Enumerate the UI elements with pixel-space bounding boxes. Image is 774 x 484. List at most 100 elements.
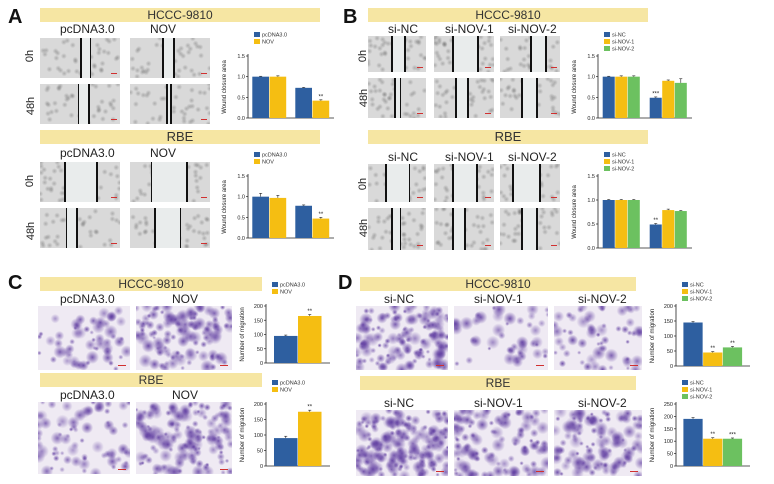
row-label-a-top-48h: 48h xyxy=(25,96,38,116)
bar xyxy=(674,211,687,248)
row-label-a-top-0h: 0h xyxy=(24,49,37,63)
wound-gap xyxy=(391,208,400,250)
col-label-d-top-2: si-NOV-1 xyxy=(474,292,523,306)
bar xyxy=(295,205,312,238)
bar xyxy=(274,438,298,466)
panel-letter-c: C xyxy=(8,272,23,294)
micrograph-a-top-nov-0h xyxy=(130,38,210,78)
micrograph-a-top-nov-48h xyxy=(130,84,210,124)
legend-swatch xyxy=(604,152,610,157)
wound-gap xyxy=(521,78,536,118)
micrograph-b-bottom-nov1-0h xyxy=(434,164,494,202)
wound-edge-line xyxy=(467,78,469,118)
wound-edge-line xyxy=(545,36,547,72)
scale-bar xyxy=(436,365,444,366)
y-tick-label: 150 xyxy=(254,418,263,424)
banner-d-top: HCCC-9810 xyxy=(360,277,636,291)
y-tick-label: 1.5 xyxy=(587,54,595,60)
col-label-a-bottom-2: NOV xyxy=(150,146,177,160)
y-tick-label: 1.5 xyxy=(237,174,245,180)
col-label-a-bottom-1: pcDNA3.0 xyxy=(60,146,115,160)
bar xyxy=(703,438,723,466)
scale-bar xyxy=(111,119,117,120)
bar xyxy=(602,76,615,118)
legend-label: pcDNA3.0 xyxy=(280,283,305,289)
row-label-a-bottom-0h: 0h xyxy=(24,174,37,188)
col-label-d-bottom-3: si-NOV-2 xyxy=(578,396,627,410)
micrograph-b-bottom-nc-0h xyxy=(368,164,426,202)
wound-edge-line xyxy=(173,38,175,78)
wound-edge-line xyxy=(96,162,98,202)
wound-edge-line xyxy=(530,36,532,72)
y-tick-label: 0 xyxy=(260,361,263,367)
legend-swatch xyxy=(254,152,260,157)
scale-bar xyxy=(201,119,207,120)
bar xyxy=(269,197,287,238)
col-label-c-top-2: NOV xyxy=(172,292,199,306)
legend-label: si-NC xyxy=(612,153,626,159)
bar xyxy=(312,100,330,118)
scale-bar xyxy=(118,469,126,470)
legend-swatch xyxy=(254,39,260,44)
y-tick-label: 0.0 xyxy=(587,116,595,122)
migration-image-d-rbe-nov2 xyxy=(554,410,642,476)
migration-image-d-rbe-nov1 xyxy=(454,410,548,476)
wound-edge-line xyxy=(521,78,523,118)
wound-gap xyxy=(394,78,400,118)
migration-image-c-rbe-pc xyxy=(38,402,130,474)
bar xyxy=(615,200,628,248)
significance-label: *** xyxy=(729,432,737,438)
scale-bar xyxy=(485,197,491,198)
significance-label: ** xyxy=(710,346,715,352)
wound-gap xyxy=(166,84,170,124)
y-tick-label: 0.0 xyxy=(587,246,595,252)
legend-swatch xyxy=(254,32,260,37)
significance-label: ** xyxy=(653,218,658,224)
scale-bar xyxy=(220,469,228,470)
wound-edge-line xyxy=(89,38,92,78)
scale-bar xyxy=(111,197,117,198)
wound-edge-line xyxy=(521,208,523,250)
wound-gap xyxy=(452,208,464,250)
legend-swatch xyxy=(682,387,688,392)
y-tick-label: 200 xyxy=(664,304,673,310)
y-tick-label: 1.0 xyxy=(587,75,595,81)
bar xyxy=(252,76,269,118)
scale-bar xyxy=(551,245,557,246)
banner-b-bottom: RBE xyxy=(368,130,648,144)
scale-bar xyxy=(551,113,557,114)
bar xyxy=(298,411,322,466)
scale-bar xyxy=(630,471,638,472)
micrograph-b-bottom-nov2-48h xyxy=(500,208,560,250)
micrograph-b-bottom-nov1-48h xyxy=(434,208,494,250)
wound-edge-line xyxy=(162,38,164,78)
wound-gap xyxy=(455,78,467,118)
micrograph-a-bottom-pc-0h xyxy=(40,162,120,202)
y-tick-label: 150 xyxy=(254,318,263,324)
legend-label: pcDNA3.0 xyxy=(280,381,305,387)
bar xyxy=(662,210,675,248)
micrograph-b-top-nov2-48h xyxy=(500,78,560,118)
wound-edge-line xyxy=(452,208,454,250)
y-tick-label: 50 xyxy=(257,347,263,353)
wound-gap xyxy=(77,84,88,124)
wound-gap xyxy=(150,162,186,202)
legend-swatch xyxy=(272,387,278,392)
scale-bar xyxy=(111,243,117,244)
wound-edge-line xyxy=(385,164,387,202)
bar xyxy=(269,76,287,118)
significance-label: ** xyxy=(710,432,715,438)
wound-edge-line xyxy=(476,164,478,202)
wound-gap xyxy=(154,208,180,248)
wound-edge-line xyxy=(77,84,80,124)
wound-gap xyxy=(65,208,76,248)
scale-bar xyxy=(417,113,423,114)
legend-swatch xyxy=(604,39,610,44)
wound-edge-line xyxy=(455,78,457,118)
wound-edge-line xyxy=(536,208,538,250)
wound-gap xyxy=(80,38,90,78)
scale-bar xyxy=(201,197,207,198)
col-label-b-bottom-3: si-NOV-2 xyxy=(508,150,557,164)
